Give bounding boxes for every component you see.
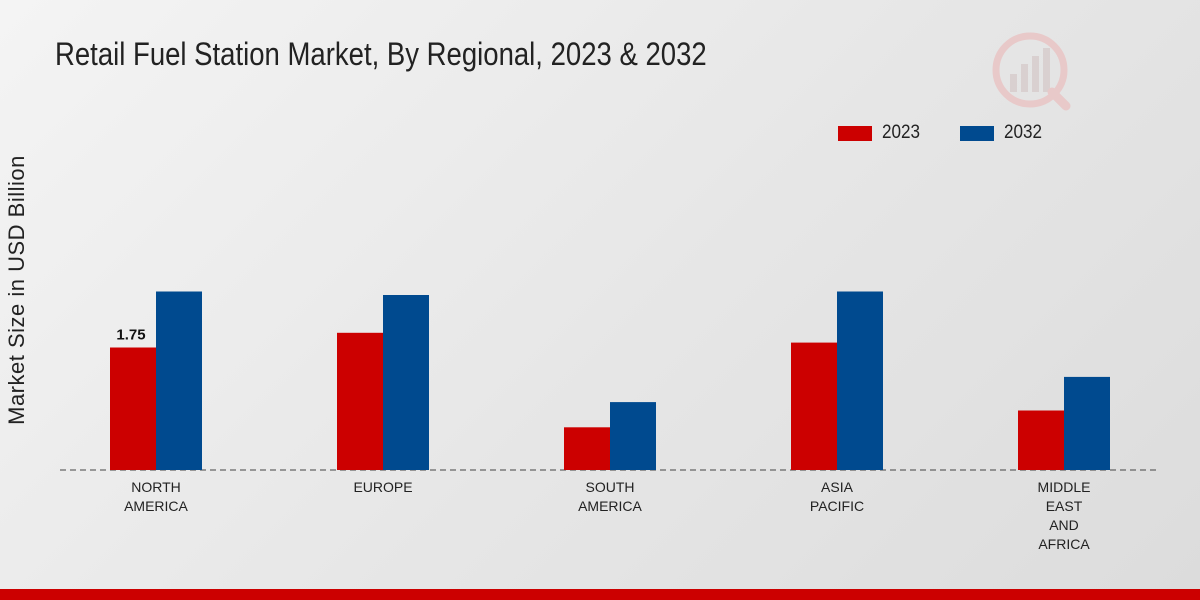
legend-label-2032: 2032 — [1004, 122, 1043, 143]
x-tick-label-3: ASIA PACIFIC — [810, 479, 864, 514]
bar-2032-4 — [1064, 376, 1110, 470]
x-tick-label-2: SOUTH AMERICA — [578, 479, 642, 514]
bar-2032-2 — [610, 402, 656, 470]
x-tick-label-1: EUROPE — [353, 479, 412, 495]
legend-swatch-2023 — [838, 125, 872, 141]
brand-logo-icon — [992, 32, 1071, 111]
bar-2023-1 — [337, 332, 383, 470]
legend-item-2023: 2023 — [838, 122, 924, 144]
bar-2023-3 — [791, 342, 837, 470]
bar-2032-1 — [383, 295, 429, 470]
legend-item-2032: 2032 — [960, 122, 1046, 144]
x-tick-label-4: MIDDLE EAST AND AFRICA — [1038, 479, 1091, 552]
legend-label-2023: 2023 — [882, 122, 921, 143]
legend: 2023 2032 — [838, 122, 1083, 144]
chart-title: Retail Fuel Station Market, By Regional,… — [55, 36, 707, 72]
bar-2023-0 — [110, 347, 156, 470]
legend-swatch-2032 — [960, 125, 995, 141]
bar-2032-3 — [837, 291, 883, 470]
x-tick-label-0: NORTH AMERICA — [124, 479, 188, 514]
bar-2023-4 — [1018, 410, 1064, 470]
bottom-accent-bar — [0, 589, 1200, 600]
data-label-0: 1.75 — [116, 327, 145, 344]
bar-2032-0 — [156, 291, 202, 470]
bar-2023-2 — [564, 427, 610, 470]
